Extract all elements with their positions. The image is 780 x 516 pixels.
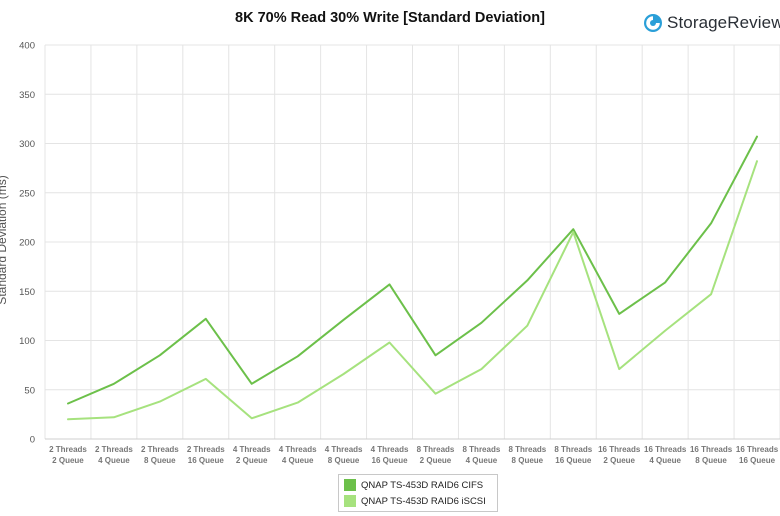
y-tick-label: 200 [19, 238, 35, 249]
x-tick-label: 4 Threads 4 Queue [279, 445, 317, 465]
series-line-iscsi [67, 160, 758, 421]
legend-label-cifs: QNAP TS-453D RAID6 CIFS [361, 479, 484, 491]
legend-item-cifs: QNAP TS-453D RAID6 CIFS [344, 477, 497, 493]
x-tick-label: 16 Threads 4 Queue [644, 445, 687, 465]
x-tick-label: 16 Threads 8 Queue [690, 445, 733, 465]
x-axis-ticks: 2 Threads 2 Queue 2 Threads 4 Queue 2 Thread… [49, 445, 779, 465]
x-tick-label: 2 Threads 2 Queue [49, 445, 87, 465]
x-tick-label: 8 Threads 4 Queue [463, 445, 501, 465]
legend-item-iscsi: QNAP TS-453D RAID6 iSCSI [344, 493, 497, 509]
x-tick-label: 16 Threads 2 Queue [598, 445, 641, 465]
legend-label-iscsi: QNAP TS-453D RAID6 iSCSI [361, 495, 486, 507]
legend-swatch-cifs [344, 479, 356, 491]
x-tick-label: 4 Threads 16 Queue [371, 445, 409, 465]
y-tick-label: 400 [19, 41, 35, 52]
y-tick-label: 300 [19, 139, 35, 150]
y-tick-label: 150 [19, 287, 35, 298]
brand-logo: StorageReview [643, 11, 780, 35]
x-tick-label: 4 Threads 8 Queue [325, 445, 363, 465]
y-axis-label: Standard Deviation (ms) [0, 175, 9, 304]
legend: QNAP TS-453D RAID6 CIFS QNAP TS-453D RAI… [338, 474, 498, 512]
grid [44, 44, 780, 440]
y-tick-label: 100 [19, 336, 35, 347]
chart-title: 8K 70% Read 30% Write [Standard Deviatio… [235, 10, 545, 26]
series-lines [67, 135, 758, 421]
x-tick-label: 8 Threads 8 Queue [508, 445, 546, 465]
x-tick-label: 8 Threads 2 Queue [417, 445, 455, 465]
y-tick-label: 0 [30, 435, 35, 446]
x-tick-label: 4 Threads 2 Queue [233, 445, 271, 465]
legend-swatch-iscsi [344, 495, 356, 507]
x-tick-label: 2 Threads 8 Queue [141, 445, 179, 465]
storagereview-logo-icon [644, 14, 662, 32]
x-tick-label: 2 Threads 16 Queue [187, 445, 225, 465]
brand-name: StorageReview [667, 13, 780, 32]
x-tick-label: 8 Threads 16 Queue [554, 445, 592, 465]
y-tick-label: 350 [19, 90, 35, 101]
series-line-cifs [67, 135, 758, 405]
y-tick-label: 250 [19, 188, 35, 199]
x-tick-label: 16 Threads 16 Queue [736, 445, 779, 465]
x-tick-label: 2 Threads 4 Queue [95, 445, 133, 465]
y-tick-label: 50 [24, 385, 35, 396]
y-axis-ticks: 0 50 100 150 200 250 300 350 400 [19, 41, 35, 446]
